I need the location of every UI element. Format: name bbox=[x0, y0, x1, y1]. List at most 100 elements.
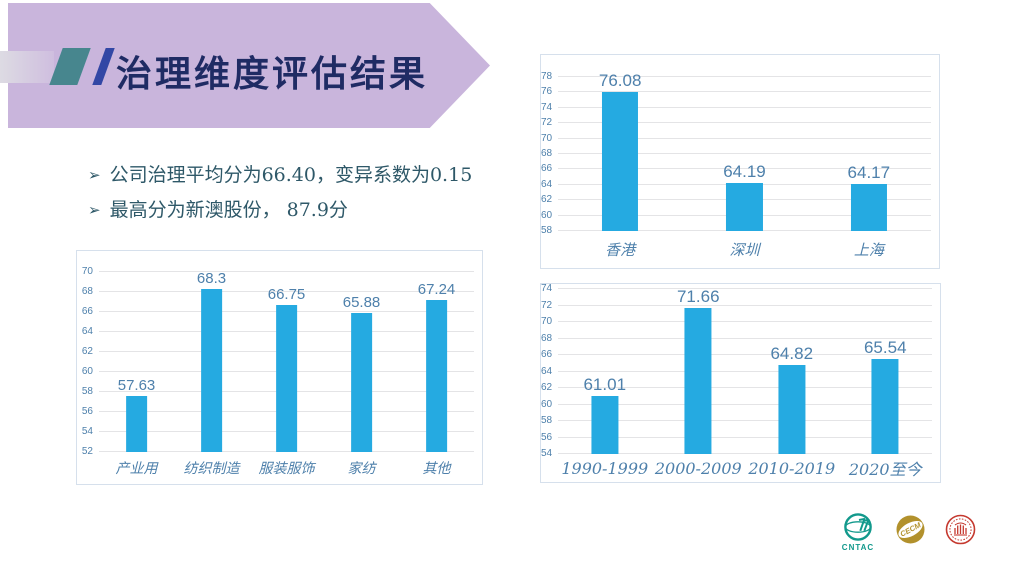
bar-slot: 61.01 bbox=[558, 289, 652, 454]
y-tick-label: 54 bbox=[81, 426, 93, 438]
title-banner bbox=[8, 3, 490, 128]
y-tick-label: 58 bbox=[541, 415, 553, 426]
bar-value-label: 64.19 bbox=[723, 162, 766, 182]
y-tick-label: 62 bbox=[541, 194, 553, 206]
bar-slot: 57.63 bbox=[99, 272, 174, 452]
y-tick-label: 76 bbox=[541, 86, 553, 98]
category-label: 家纺 bbox=[347, 461, 376, 477]
gridline bbox=[558, 453, 932, 454]
category-label: 1990-1999 bbox=[561, 458, 649, 478]
category-label: 2020至今 bbox=[848, 460, 922, 479]
cntac-label: CNTAC bbox=[841, 543, 875, 552]
plot-area: 57.63 68.3 66.75 65.88 67.24 bbox=[99, 271, 474, 452]
y-tick-label: 56 bbox=[541, 431, 553, 443]
category-label: 2000-2009 bbox=[654, 458, 742, 478]
y-tick-label: 56 bbox=[81, 406, 93, 418]
page-title: 治理维度评估结果 bbox=[116, 53, 429, 94]
gridline bbox=[558, 304, 932, 306]
bar-value-label: 64.17 bbox=[847, 162, 891, 182]
gridline bbox=[558, 403, 932, 405]
gridline bbox=[558, 321, 932, 322]
bar-slot: 64.19 bbox=[682, 77, 806, 231]
y-tick-label: 68 bbox=[541, 332, 553, 344]
y-tick-label: 60 bbox=[541, 398, 553, 410]
category-label: 香港 bbox=[605, 241, 636, 259]
bullet-text: 公司治理平均分为66.40，变异系数为0.15 bbox=[109, 164, 473, 186]
bar bbox=[778, 364, 806, 454]
chart-city-scores: 58 60 62 64 66 68 70 72 74 76 78 76.08 64.19 64.17 香港 深… bbox=[540, 54, 940, 269]
gridline bbox=[558, 420, 932, 421]
y-tick-label: 58 bbox=[81, 386, 93, 398]
y-tick-label: 52 bbox=[81, 446, 93, 457]
gridline bbox=[558, 370, 932, 372]
category-label: 2010-2019 bbox=[748, 458, 836, 478]
gridline bbox=[558, 106, 931, 108]
bar-slot: 67.24 bbox=[399, 272, 474, 452]
y-tick-label: 68 bbox=[541, 148, 553, 159]
y-tick-label: 78 bbox=[541, 71, 553, 82]
category-label: 产业用 bbox=[115, 461, 158, 477]
y-tick-label: 70 bbox=[81, 266, 93, 277]
bar bbox=[275, 304, 298, 452]
plot-area: 61.01 71.66 64.82 65.54 bbox=[558, 287, 933, 454]
gridline bbox=[558, 137, 931, 139]
bar-slot: 64.17 bbox=[807, 77, 931, 231]
category-label: 其他 bbox=[422, 461, 451, 477]
bar bbox=[850, 183, 887, 231]
bar-slot: 71.66 bbox=[652, 287, 746, 454]
gridline bbox=[99, 291, 474, 293]
category-label: 纺织制造 bbox=[183, 461, 240, 477]
bar-slot: 76.08 bbox=[558, 72, 682, 231]
y-tick-label: 72 bbox=[541, 117, 553, 129]
bar-value-label: 71.66 bbox=[676, 287, 720, 307]
y-tick-label: 68 bbox=[81, 286, 93, 298]
footer-logos: CNTAC CECM bbox=[838, 512, 978, 552]
y-tick-label: 74 bbox=[541, 283, 553, 294]
y-tick-label: 62 bbox=[541, 382, 553, 393]
y-tick-label: 54 bbox=[541, 448, 553, 459]
bar bbox=[602, 91, 639, 231]
gridline bbox=[558, 168, 931, 170]
bullet-text: 最高分为新澳股份， 87.9分 bbox=[109, 199, 348, 221]
bar-value-label: 61.01 bbox=[583, 375, 627, 395]
bar-value-label: 67.24 bbox=[417, 280, 456, 298]
cntac-logo: CNTAC bbox=[838, 512, 878, 552]
y-tick-label: 66 bbox=[541, 163, 553, 175]
bar-slot: 64.82 bbox=[745, 289, 839, 454]
bar bbox=[591, 396, 619, 454]
y-tick-label: 60 bbox=[541, 209, 553, 221]
bar-slot: 68.3 bbox=[174, 271, 249, 452]
category-axis: 香港 深圳 上海 bbox=[558, 231, 931, 268]
cecm-logo: CECM bbox=[896, 515, 925, 544]
y-tick-label: 60 bbox=[81, 366, 93, 378]
gridline bbox=[558, 153, 931, 154]
chart-industry-scores: 52 54 56 58 60 62 64 66 68 70 57.63 68.3 66.75 65.88 6… bbox=[76, 250, 483, 485]
y-axis: 58 60 62 64 66 68 70 72 74 76 78 bbox=[541, 72, 553, 236]
category-axis: 1990-1999 2000-2009 2010-2019 2020至今 bbox=[558, 454, 932, 482]
bar-value-label: 64.82 bbox=[770, 343, 814, 363]
y-tick-label: 70 bbox=[541, 316, 553, 327]
banner-gradient-bar bbox=[0, 51, 54, 83]
category-axis: 产业用 纺织制造 服装服饰 家纺 其他 bbox=[99, 452, 474, 484]
gridline bbox=[558, 387, 932, 388]
bar bbox=[200, 289, 223, 452]
gridline bbox=[558, 436, 932, 438]
bar bbox=[684, 308, 712, 454]
y-tick-label: 64 bbox=[81, 326, 93, 338]
gridline bbox=[558, 91, 931, 93]
bar-value-label: 65.88 bbox=[342, 294, 381, 312]
bullet-item: ➢ 公司治理平均分为66.40，变异系数为0.15 bbox=[88, 163, 472, 187]
bar bbox=[425, 299, 448, 452]
bar-slot: 66.75 bbox=[249, 272, 324, 452]
arrow-bullet-icon: ➢ bbox=[88, 166, 101, 184]
y-axis: 52 54 56 58 60 62 64 66 68 70 bbox=[77, 267, 93, 457]
y-tick-label: 72 bbox=[541, 299, 553, 311]
cntac-globe-icon bbox=[844, 513, 872, 541]
bar-slot: 65.54 bbox=[839, 289, 933, 454]
gridline bbox=[99, 271, 474, 272]
y-tick-label: 62 bbox=[81, 346, 93, 357]
chart-era-scores: 54 56 58 60 62 64 66 68 70 72 74 61.01 71.66 64.82 65.… bbox=[540, 283, 941, 483]
y-tick-label: 58 bbox=[541, 225, 553, 236]
bar bbox=[125, 395, 148, 452]
y-tick-label: 66 bbox=[541, 349, 553, 360]
